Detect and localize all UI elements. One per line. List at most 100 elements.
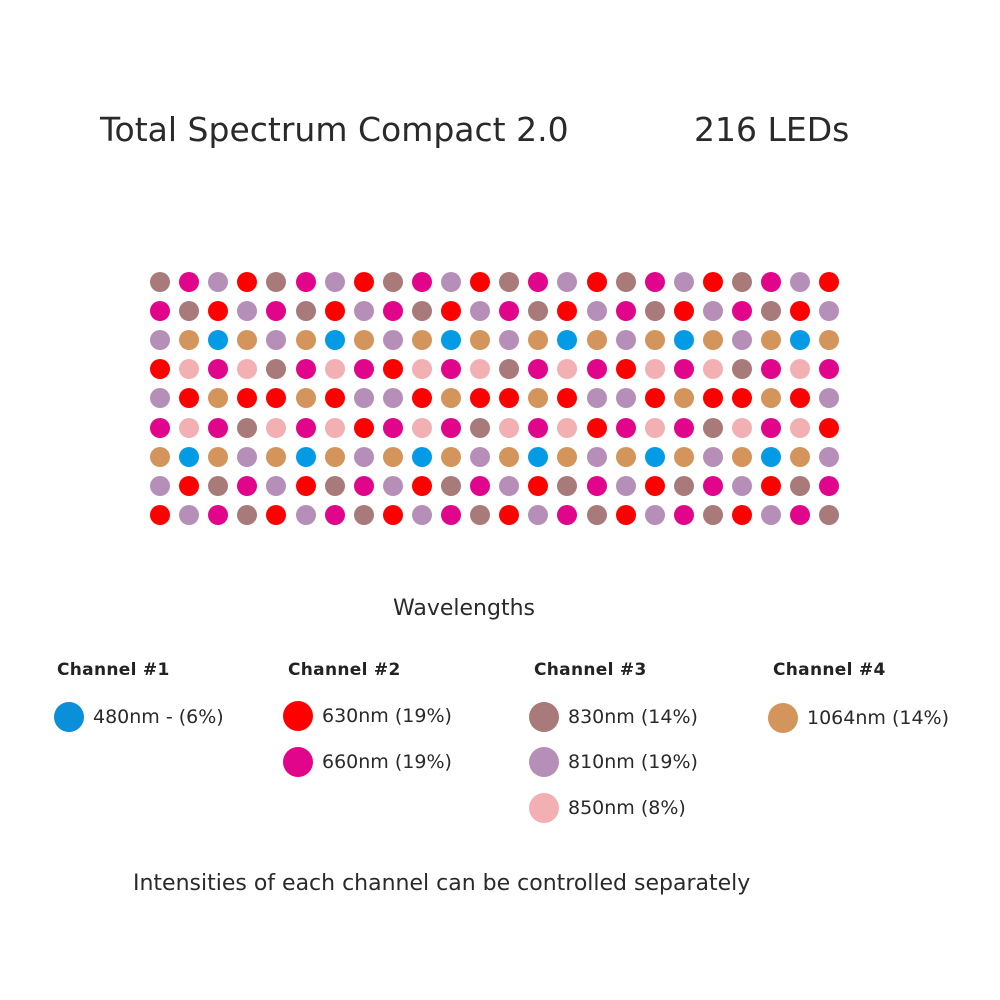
- led-A: [673, 475, 694, 496]
- led-A: [266, 272, 287, 292]
- led-A: [790, 475, 811, 496]
- led-M: [819, 359, 840, 380]
- led-U: [790, 330, 811, 351]
- led-480nm-swatch-icon: [54, 702, 84, 732]
- led-M: [382, 417, 403, 438]
- led-B: [353, 446, 374, 467]
- led-A: [470, 504, 491, 525]
- led-A: [761, 301, 782, 322]
- led-O: [819, 330, 840, 351]
- legend-item-630nm: 630nm (19%): [283, 701, 452, 731]
- led-R: [266, 504, 287, 525]
- product-title: Total Spectrum Compact 2.0: [100, 110, 569, 149]
- led-O: [499, 446, 520, 467]
- led-R: [557, 301, 578, 322]
- led-R: [150, 359, 170, 380]
- led-M: [353, 359, 374, 380]
- led-O: [470, 330, 491, 351]
- led-O: [382, 446, 403, 467]
- led-O: [732, 446, 752, 467]
- led-O: [761, 330, 782, 351]
- led-830nm-swatch-icon: [529, 702, 559, 732]
- led-R: [237, 272, 258, 292]
- led-B: [150, 330, 170, 351]
- legend-item-660nm: 660nm (19%): [283, 747, 452, 777]
- led-M: [499, 301, 520, 322]
- led-M: [819, 475, 840, 496]
- legend-label: 1064nm (14%): [807, 707, 949, 729]
- led-B: [295, 504, 316, 525]
- led-R: [324, 388, 345, 409]
- led-R: [761, 475, 782, 496]
- led-U: [411, 446, 432, 467]
- led-M: [586, 359, 607, 380]
- led-C: [732, 417, 752, 438]
- led-M: [557, 504, 578, 525]
- led-A: [237, 417, 258, 438]
- led-M: [411, 272, 432, 292]
- led-R: [324, 301, 345, 322]
- led-B: [673, 272, 694, 292]
- led-M: [441, 417, 461, 438]
- led-A: [382, 272, 403, 292]
- led-R: [179, 388, 200, 409]
- led-B: [644, 504, 665, 525]
- legend-label: 480nm - (6%): [93, 706, 224, 728]
- led-O: [673, 446, 694, 467]
- led-630nm-swatch-icon: [283, 701, 313, 731]
- led-B: [790, 272, 811, 292]
- led-B: [470, 446, 491, 467]
- led-M: [208, 359, 229, 380]
- legend-label: 830nm (14%): [568, 706, 698, 728]
- led-810nm-swatch-icon: [529, 747, 559, 777]
- led-R: [441, 301, 461, 322]
- led-R: [819, 272, 840, 292]
- led-R: [790, 301, 811, 322]
- led-B: [702, 446, 723, 467]
- led-C: [179, 359, 200, 380]
- led-M: [324, 504, 345, 525]
- led-C: [324, 417, 345, 438]
- led-A: [528, 301, 549, 322]
- led-A: [499, 272, 520, 292]
- led-A: [150, 272, 170, 292]
- led-C: [324, 359, 345, 380]
- led-A: [702, 417, 723, 438]
- led-R: [644, 475, 665, 496]
- led-B: [208, 272, 229, 292]
- led-U: [761, 446, 782, 467]
- led-B: [470, 301, 491, 322]
- led-B: [732, 330, 752, 351]
- led-O: [790, 446, 811, 467]
- led-A: [557, 475, 578, 496]
- led-O: [441, 446, 461, 467]
- led-R: [411, 475, 432, 496]
- led-1064nm-swatch-icon: [768, 703, 798, 733]
- led-B: [382, 330, 403, 351]
- led-B: [528, 504, 549, 525]
- legend-label: 850nm (8%): [568, 797, 686, 819]
- led-M: [586, 475, 607, 496]
- led-M: [761, 417, 782, 438]
- channel-2-heading: Channel #2: [288, 660, 401, 680]
- led-U: [441, 330, 461, 351]
- led-A: [615, 272, 636, 292]
- legend-item-830nm: 830nm (14%): [529, 702, 698, 732]
- led-count: 216 LEDs: [694, 110, 850, 149]
- led-R: [382, 504, 403, 525]
- led-M: [295, 359, 316, 380]
- led-R: [411, 388, 432, 409]
- led-M: [528, 272, 549, 292]
- led-O: [528, 388, 549, 409]
- led-U: [644, 446, 665, 467]
- led-R: [732, 504, 752, 525]
- led-B: [382, 475, 403, 496]
- led-B: [324, 272, 345, 292]
- led-B: [499, 475, 520, 496]
- led-R: [702, 388, 723, 409]
- led-O: [761, 388, 782, 409]
- led-B: [819, 446, 840, 467]
- led-B: [411, 504, 432, 525]
- led-B: [150, 388, 170, 409]
- led-M: [644, 272, 665, 292]
